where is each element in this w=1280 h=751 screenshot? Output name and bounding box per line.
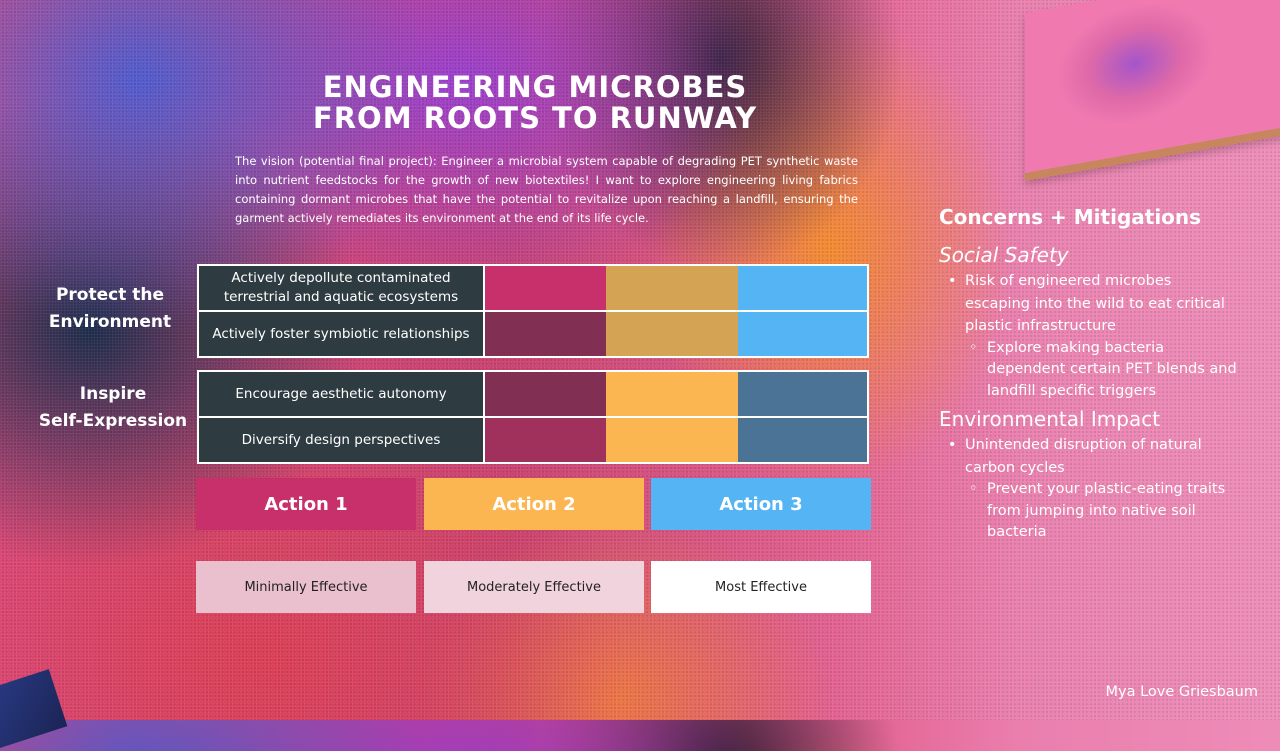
goal-label-protect-environment: Protect the Environment [40,282,180,336]
concern-bullet: Unintended disruption of natural carbon … [939,434,1239,479]
legend-most-effective: Most Effective [651,561,871,613]
section-title-environmental-impact: Environmental Impact [939,407,1161,431]
goal-matrix-protect-environment: Actively depollute contaminated terrestr… [197,264,869,358]
vision-paragraph: The vision (potential final project): En… [235,154,858,225]
action-1-cell [485,372,606,416]
action-2-cell [606,418,738,462]
row-label: Encourage aesthetic autonomy [199,372,485,416]
action-1-cell [485,266,606,310]
mitigation-bullet: Explore making bacteria dependent certai… [939,338,1239,403]
concern-bullet: Risk of engineered microbes escaping int… [939,270,1239,338]
goal-label-line: Self-Expression [38,411,188,431]
legend-action-1: Action 1 [196,478,416,530]
legend-moderately-effective: Moderately Effective [424,561,644,613]
decorative-block [1025,0,1280,181]
title-line-2: From Roots to Runway [312,101,758,135]
action-3-cell [738,266,867,310]
row-label: Actively foster symbiotic relationships [199,312,485,356]
page-title: Engineering Microbes From Roots to Runwa… [200,72,870,134]
goal-label-line: Protect the [55,285,165,305]
concerns-heading: Concerns + Mitigations [939,205,1202,229]
decorative-corner-shape [0,669,68,751]
section-title-social-safety: Social Safety [939,243,1069,267]
matrix-row: Diversify design perspectives [199,416,867,462]
legend-action-3: Action 3 [651,478,871,530]
concerns-panel: Concerns + Mitigations Social Safety Ris… [939,202,1239,544]
row-label: Actively depollute contaminated terrestr… [199,266,485,310]
action-2-cell [606,312,738,356]
matrix-row: Actively foster symbiotic relationships [199,310,867,356]
action-1-cell [485,312,606,356]
action-2-cell [606,372,738,416]
concern-list: Unintended disruption of natural carbon … [939,434,1239,544]
action-3-cell [738,372,867,416]
concern-list: Risk of engineered microbes escaping int… [939,270,1239,402]
matrix-row: Encourage aesthetic autonomy [199,372,867,416]
goal-label-line: Environment [48,312,172,332]
mitigation-bullet: Prevent your plastic-eating traits from … [939,479,1239,544]
matrix-row: Actively depollute contaminated terrestr… [199,266,867,310]
legend-action-2: Action 2 [424,478,644,530]
goal-label-inspire-self-expression: Inspire Self-Expression [28,381,198,435]
title-line-1: Engineering Microbes [322,70,748,104]
row-label: Diversify design perspectives [199,418,485,462]
action-2-cell [606,266,738,310]
goal-matrix-inspire-self-expression: Encourage aesthetic autonomy Diversify d… [197,370,869,464]
author-name: Mya Love Griesbaum [1105,684,1259,700]
legend-minimally-effective: Minimally Effective [196,561,416,613]
action-3-cell [738,312,867,356]
action-3-cell [738,418,867,462]
action-1-cell [485,418,606,462]
goal-label-line: Inspire [79,384,147,404]
